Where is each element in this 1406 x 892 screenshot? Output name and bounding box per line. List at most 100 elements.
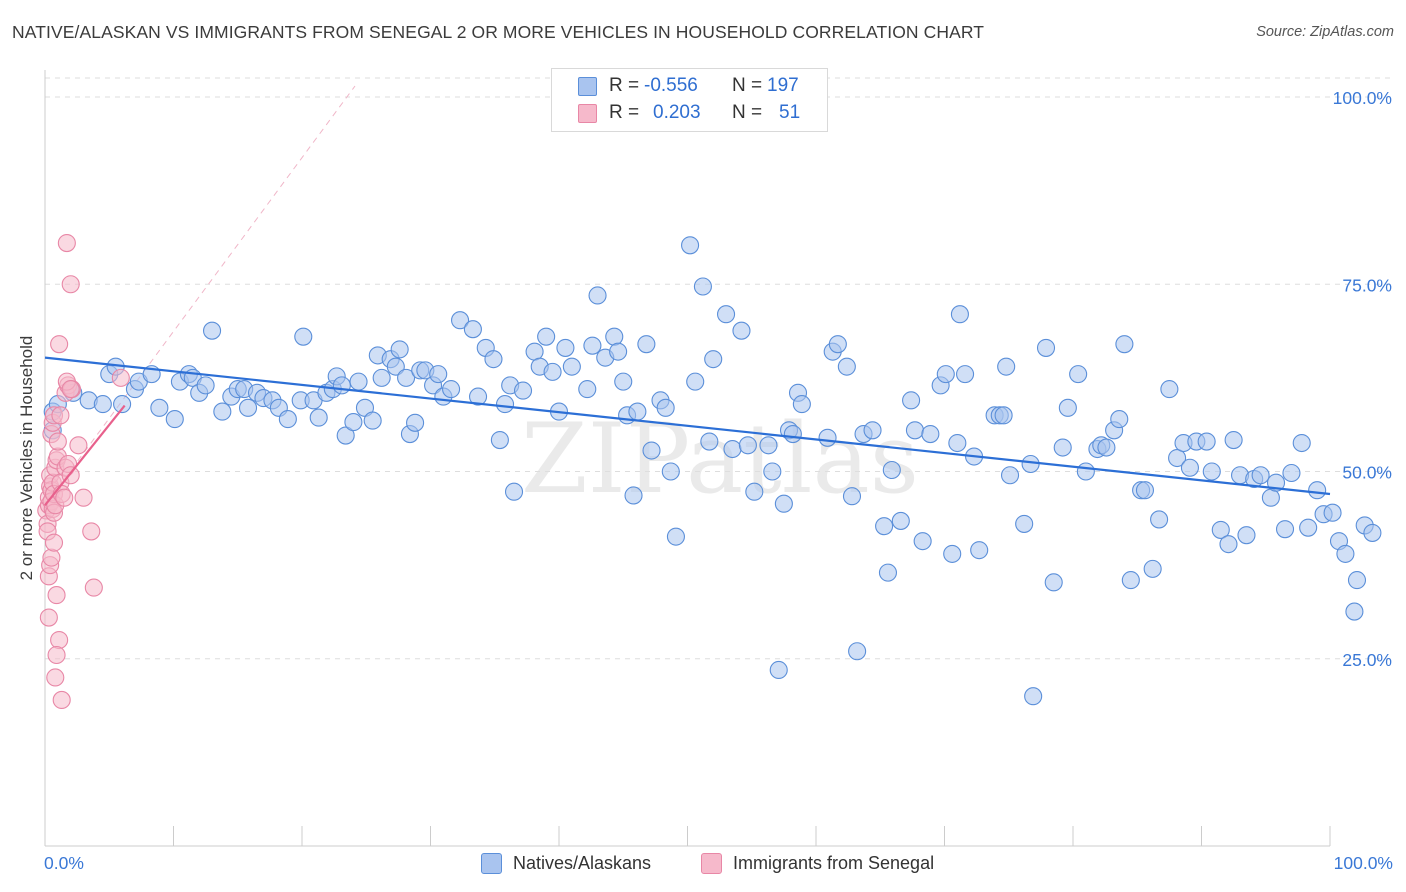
point-natives-alaskans: [578, 380, 597, 399]
point-natives-alaskans: [1044, 573, 1063, 592]
point-natives-alaskans: [1143, 559, 1162, 578]
point-natives-alaskans: [583, 336, 602, 355]
point-natives-alaskans: [363, 411, 382, 430]
point-natives-alaskans: [238, 398, 258, 417]
point-natives-alaskans: [386, 357, 405, 376]
point-natives-alaskans: [390, 340, 409, 359]
chart-source: Source: ZipAtlas.com: [1256, 24, 1394, 40]
point-natives-alaskans: [943, 544, 962, 563]
point-natives-alaskans: [666, 527, 685, 546]
series-immigrants-senegal: [37, 234, 130, 709]
point-natives-alaskans: [848, 642, 867, 661]
point-natives-alaskans: [936, 365, 955, 384]
point-natives-alaskans: [656, 398, 675, 417]
point-natives-alaskans: [196, 376, 215, 395]
point-natives-alaskans: [913, 532, 932, 551]
point-natives-alaskans: [372, 368, 391, 387]
point-natives-alaskans: [1000, 466, 1020, 485]
point-natives-alaskans: [842, 487, 862, 506]
point-immigrants-senegal: [47, 645, 66, 665]
point-immigrants-senegal: [44, 533, 64, 552]
n-value: 51: [779, 102, 801, 123]
point-natives-alaskans: [344, 413, 363, 432]
legend-row-senegal: R = 0.203 N = 51: [552, 100, 827, 126]
point-natives-alaskans: [495, 395, 515, 414]
point-immigrants-senegal: [42, 548, 61, 567]
point-natives-alaskans: [828, 335, 847, 354]
point-natives-alaskans: [1237, 526, 1256, 545]
point-natives-alaskans: [997, 357, 1016, 376]
point-natives-alaskans: [704, 350, 723, 369]
n-label: N =: [732, 102, 763, 123]
point-natives-alaskans: [1219, 535, 1238, 554]
point-natives-alaskans: [1121, 571, 1140, 590]
point-natives-alaskans: [309, 408, 328, 427]
point-immigrants-senegal: [51, 406, 70, 425]
r-value: -0.556: [644, 75, 698, 96]
point-natives-alaskans: [956, 365, 975, 384]
y-tick-label: 75.0%: [1342, 275, 1392, 295]
point-natives-alaskans: [1211, 520, 1230, 539]
point-natives-alaskans: [1224, 430, 1243, 450]
legend-swatch-blue: [481, 853, 502, 874]
correlation-legend: R = -0.556 N = 197 R = 0.203 N = 51: [551, 68, 828, 132]
point-natives-alaskans: [556, 338, 575, 357]
point-immigrants-senegal: [57, 234, 76, 253]
r-label: R =: [609, 75, 640, 96]
point-immigrants-senegal: [61, 275, 80, 294]
point-natives-alaskans: [513, 381, 533, 400]
point-natives-alaskans: [113, 395, 132, 414]
chart-title: NATIVE/ALASKAN VS IMMIGRANTS FROM SENEGA…: [12, 22, 985, 42]
point-natives-alaskans: [792, 395, 811, 414]
point-natives-alaskans: [700, 432, 719, 451]
point-immigrants-senegal: [46, 668, 65, 687]
gridlines: [45, 77, 1392, 660]
point-natives-alaskans: [878, 563, 898, 582]
x-tick-label: 0.0%: [44, 853, 84, 873]
y-axis-label: 2 or more Vehicles in Household: [17, 335, 36, 581]
point-natives-alaskans: [1197, 432, 1216, 451]
point-natives-alaskans: [1336, 544, 1355, 563]
point-immigrants-senegal: [82, 522, 101, 541]
legend-swatch-pink: [701, 853, 722, 874]
point-natives-alaskans: [406, 413, 425, 432]
point-immigrants-senegal: [69, 436, 88, 455]
reference-diagonal: [44, 85, 356, 506]
point-natives-alaskans: [537, 327, 556, 346]
point-natives-alaskans: [1308, 481, 1327, 500]
point-natives-alaskans: [905, 421, 924, 440]
point-natives-alaskans: [763, 462, 782, 481]
point-immigrants-senegal: [52, 690, 71, 709]
point-natives-alaskans: [1150, 510, 1169, 529]
point-natives-alaskans: [1135, 481, 1155, 500]
point-natives-alaskans: [970, 541, 989, 560]
point-natives-alaskans: [504, 482, 524, 501]
point-natives-alaskans: [1292, 433, 1311, 453]
point-immigrants-senegal: [50, 630, 69, 650]
point-natives-alaskans: [332, 376, 351, 395]
point-immigrants-senegal: [84, 578, 103, 597]
point-natives-alaskans: [1058, 398, 1077, 417]
x-tick-label: 100.0%: [1334, 853, 1393, 873]
point-natives-alaskans: [490, 430, 509, 450]
r-value: 0.203: [653, 102, 701, 123]
legend-swatch-blue: [578, 77, 597, 96]
point-natives-alaskans: [429, 365, 448, 384]
point-natives-alaskans: [451, 311, 470, 330]
point-natives-alaskans: [484, 350, 503, 369]
point-natives-alaskans: [950, 305, 969, 324]
point-natives-alaskans: [994, 406, 1013, 425]
legend-swatch-pink: [578, 104, 597, 123]
y-tick-label: 100.0%: [1333, 88, 1392, 108]
point-natives-alaskans: [543, 362, 562, 381]
point-natives-alaskans: [681, 236, 700, 255]
n-label: N =: [732, 75, 763, 96]
point-natives-alaskans: [213, 402, 232, 421]
point-natives-alaskans: [278, 410, 297, 429]
point-natives-alaskans: [609, 342, 628, 361]
point-natives-alaskans: [1069, 365, 1088, 384]
point-natives-alaskans: [837, 357, 856, 376]
point-natives-alaskans: [686, 372, 705, 391]
point-natives-alaskans: [693, 277, 712, 296]
